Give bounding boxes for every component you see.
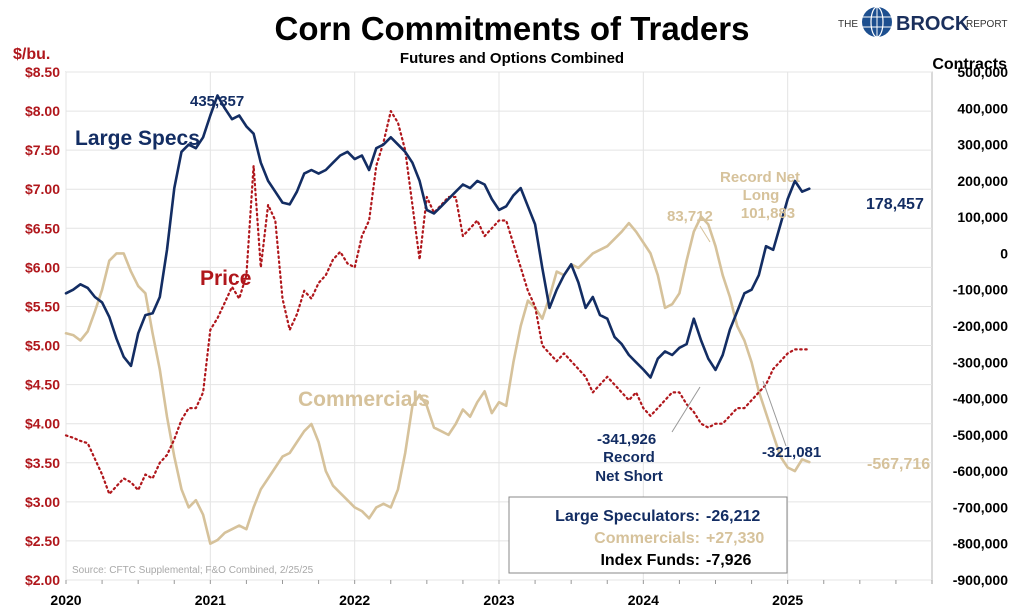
right-tick-label: -200,000 [953, 318, 1008, 334]
right-tick-label: -400,000 [953, 391, 1008, 407]
leader-321081 [762, 380, 787, 447]
x-tick-label: 2023 [483, 592, 514, 608]
right-tick-label: 0 [1000, 245, 1008, 261]
summary-large-specs-value: -26,212 [706, 508, 760, 525]
right-tick-label: -300,000 [953, 354, 1008, 370]
globe-icon [862, 6, 892, 38]
right-tick-label: -100,000 [953, 282, 1008, 298]
annotation-commercials: Commercials [298, 388, 430, 411]
x-tick-label: 2025 [772, 592, 803, 608]
right-tick-label: 400,000 [957, 100, 1008, 116]
annotation-record-net-long-line2: Long [743, 187, 780, 204]
left-tick-label: $2.00 [25, 572, 60, 588]
summary-commercials-value: +27,330 [706, 530, 764, 547]
annotation-83712: 83,712 [667, 208, 713, 225]
left-tick-label: $3.00 [25, 494, 60, 510]
x-tick-label: 2020 [50, 592, 81, 608]
left-tick-label: $4.00 [25, 416, 60, 432]
right-tick-label: 100,000 [957, 209, 1008, 225]
series-line-price [64, 110, 811, 496]
annotation-record-net-long-line1: Record Net [720, 169, 800, 186]
annotation-567716: -567,716 [867, 456, 930, 473]
right-tick-label: 300,000 [957, 137, 1008, 153]
annotation-leaders [671, 225, 787, 447]
right-tick-label: 200,000 [957, 173, 1008, 189]
chart-title: Corn Commitments of Traders [275, 10, 750, 47]
annotation-178457: 178,457 [866, 196, 924, 213]
left-axis-label: $/bu. [13, 46, 50, 63]
summary-large-specs-label: Large Speculators: [555, 508, 700, 525]
right-tick-label: -800,000 [953, 536, 1008, 552]
left-tick-label: $8.50 [25, 64, 60, 80]
x-tick-label: 2021 [195, 592, 226, 608]
chart-subtitle: Futures and Options Combined [400, 50, 624, 67]
annotation-record-net-short-line2: Net Short [595, 468, 663, 485]
left-tick-label: $6.00 [25, 259, 60, 275]
series-line-large-specs [64, 94, 811, 379]
logo-brand: BROCK [896, 13, 970, 35]
annotation-435357: 435,357 [190, 93, 244, 110]
left-tick-label: $8.00 [25, 103, 60, 119]
annotations: Large Specs Price Commercials 435,357 17… [75, 93, 930, 485]
x-tick-label: 2024 [628, 592, 659, 608]
summary-box-frame [508, 496, 788, 574]
summary-box: Large Speculators: -26,212 Commercials: … [508, 496, 788, 574]
right-tick-label: -500,000 [953, 427, 1008, 443]
leader-83712 [699, 225, 711, 243]
summary-index-funds-label: Index Funds: [600, 552, 700, 569]
right-tick-label: -700,000 [953, 499, 1008, 515]
brock-report-logo: THE BROCK REPORT [838, 6, 1008, 38]
left-tick-label: $5.00 [25, 338, 60, 354]
annotation-record-net-long-line3: 101,883 [741, 205, 795, 222]
source-note: Source: CFTC Supplemental; F&O Combined,… [72, 565, 314, 576]
series-layer [64, 94, 811, 545]
left-tick-label: $5.50 [25, 298, 60, 314]
left-tick-label: $2.50 [25, 533, 60, 549]
right-tick-label: -900,000 [953, 572, 1008, 588]
logo-the: THE [838, 19, 858, 30]
x-axis: 2020 2021 2022 2023 2024 2025 [50, 580, 933, 608]
right-axis: -900,000 -800,000 -700,000 -600,000 -500,000… [953, 64, 1008, 588]
summary-index-funds-value: -7,926 [706, 552, 751, 569]
left-tick-label: $4.50 [25, 377, 60, 393]
annotation-record-net-short-line1: Record [603, 449, 655, 466]
series-line-commercials [64, 215, 811, 545]
right-axis-label: Contracts [932, 56, 1007, 73]
annotation-price: Price [200, 267, 251, 290]
left-tick-label: $7.50 [25, 142, 60, 158]
left-tick-label: $7.00 [25, 181, 60, 197]
left-axis: $2.00 $2.50 $3.00 $3.50 $4.00 $4.50 $5.00 $5.50… [25, 64, 60, 588]
annotation-341926: -341,926 [597, 431, 656, 448]
right-tick-label: 500,000 [957, 64, 1008, 80]
left-tick-label: $3.50 [25, 455, 60, 471]
x-tick-label: 2022 [339, 592, 370, 608]
summary-commercials-label: Commercials: [594, 530, 700, 547]
left-tick-label: $6.50 [25, 220, 60, 236]
annotation-321081: -321,081 [762, 444, 821, 461]
leader-341926 [671, 386, 701, 433]
right-tick-label: -600,000 [953, 463, 1008, 479]
logo-report: REPORT [966, 19, 1008, 30]
annotation-large-specs: Large Specs [75, 127, 200, 150]
